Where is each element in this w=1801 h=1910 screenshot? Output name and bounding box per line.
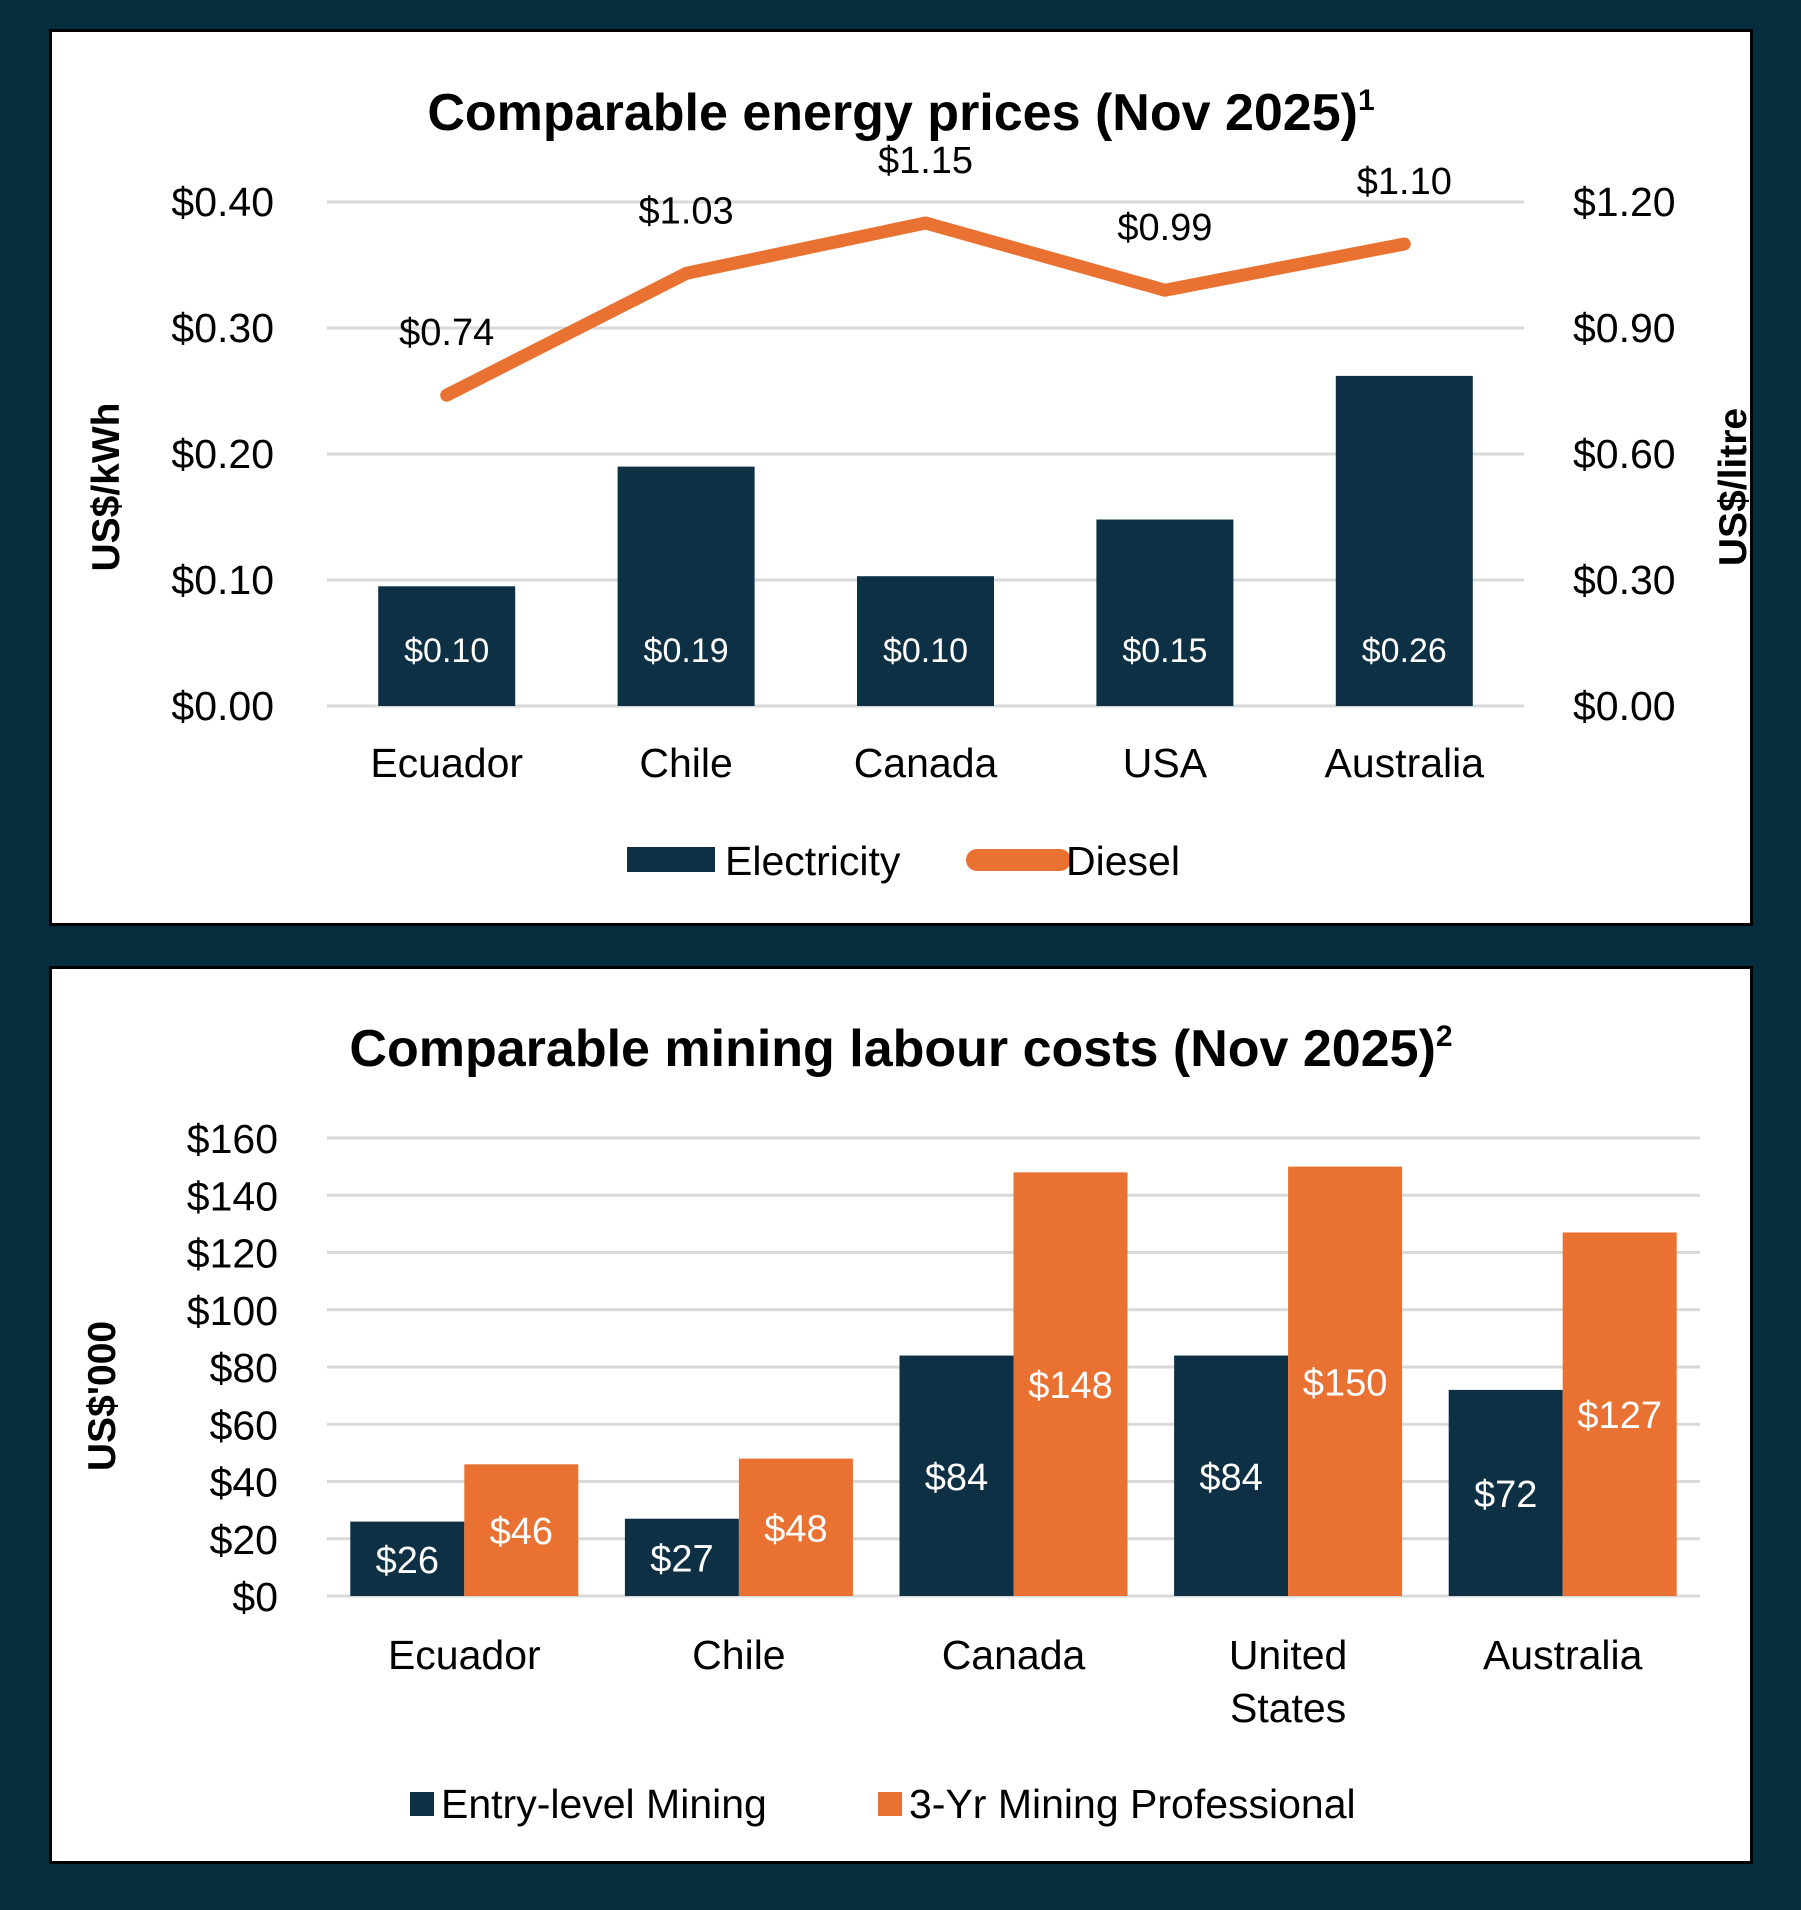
y-tick-label: $0.30 [171, 305, 274, 351]
bar-electricity [378, 586, 516, 706]
legend-label-entry-level: Entry-level Mining [441, 1781, 767, 1827]
bar-data-label: $150 [1303, 1362, 1388, 1404]
x-category-label: Ecuador [370, 740, 523, 786]
x-category-label: Australia [1483, 1632, 1643, 1678]
y-tick-label: $0.20 [171, 431, 274, 477]
bar-entry-level [350, 1521, 465, 1596]
y-tick-label: $80 [210, 1345, 278, 1391]
labour-costs-panel: Comparable mining labour costs (Nov 2025… [49, 966, 1753, 1864]
x-category-label: Australia [1325, 740, 1485, 786]
y2-tick-label: $0.90 [1573, 305, 1676, 351]
bar-entry-level [1448, 1389, 1563, 1596]
y2-tick-label: $0.00 [1573, 683, 1676, 729]
bar-entry-level [624, 1518, 739, 1596]
line-data-label: $0.99 [1117, 207, 1212, 249]
title-footnote: 1 [1358, 84, 1375, 117]
y2-axis-title: US$/litre [1712, 408, 1750, 566]
x-category-label: United States [1229, 1632, 1348, 1731]
x-category-label: Chile [692, 1632, 785, 1678]
chart-title: Comparable mining labour costs (Nov 2025… [349, 1020, 1452, 1078]
bar-entry-level [899, 1355, 1014, 1596]
legend-label-electricity: Electricity [725, 838, 901, 884]
bar-electricity [857, 576, 994, 706]
legend: Electricity Diesel [627, 838, 1180, 884]
y-tick-label: $120 [187, 1231, 278, 1277]
line-diesel [440, 216, 1411, 402]
y-axis-title: US$'000 [81, 1321, 124, 1471]
bar-data-label: $0.10 [404, 632, 489, 670]
bar-electricity [1335, 375, 1473, 706]
bar-data-label: $72 [1474, 1474, 1537, 1516]
x-category-label: Chile [639, 740, 732, 786]
y-tick-label: $160 [187, 1116, 278, 1162]
y-axis-title: US$/kWh [85, 402, 128, 571]
bar-data-label: $0.10 [883, 632, 968, 670]
bar-professional [1013, 1172, 1128, 1596]
bar-data-label: $48 [764, 1508, 827, 1550]
x-category-label: Ecuador [388, 1632, 541, 1678]
energy-prices-chart: Comparable energy prices (Nov 2025)1 $0.… [85, 84, 1750, 884]
legend-swatch-electricity [627, 847, 715, 872]
labour-costs-chart: Comparable mining labour costs (Nov 2025… [81, 1020, 1700, 1827]
legend-swatch-professional [878, 1792, 902, 1816]
bar-electricity [617, 466, 755, 706]
bar-electricity [1096, 519, 1234, 706]
y-tick-label: $40 [210, 1460, 278, 1506]
y-tick-label: $0.10 [171, 557, 274, 603]
line-data-label: $1.03 [639, 190, 734, 232]
y2-tick-label: $1.20 [1573, 179, 1676, 225]
bar-professional [1288, 1166, 1403, 1596]
x-category-label: Canada [854, 740, 998, 786]
title-footnote: 2 [1436, 1020, 1453, 1053]
bar-data-label: $148 [1028, 1365, 1113, 1407]
bar-data-label: $46 [490, 1511, 553, 1553]
bar-data-label: $84 [925, 1457, 988, 1499]
y-tick-label: $100 [187, 1288, 278, 1334]
legend-label-professional: 3-Yr Mining Professional [909, 1781, 1356, 1827]
y2-tick-label: $0.30 [1573, 557, 1676, 603]
line-data-label: $1.10 [1357, 161, 1452, 203]
bar-professional [738, 1458, 853, 1596]
bar-data-label: $84 [1199, 1457, 1262, 1499]
energy-prices-panel: Comparable energy prices (Nov 2025)1 $0.… [49, 29, 1753, 926]
y-tick-label: $0.00 [171, 683, 274, 729]
bar-entry-level [1174, 1355, 1289, 1596]
bar-data-label: $0.19 [644, 632, 729, 670]
y2-tick-label: $0.60 [1573, 431, 1676, 477]
bar-professional [1562, 1232, 1677, 1596]
x-category-label: Canada [942, 1632, 1086, 1678]
y-tick-label: $0.40 [171, 179, 274, 225]
bar-data-label: $0.15 [1122, 632, 1207, 670]
bar-data-label: $27 [650, 1538, 713, 1580]
bar-data-label: $26 [376, 1540, 439, 1582]
chart-title: Comparable energy prices (Nov 2025)1 [427, 84, 1374, 142]
y-tick-label: $140 [187, 1173, 278, 1219]
bar-data-label: $0.26 [1362, 632, 1447, 670]
legend-swatch-entry-level [410, 1792, 434, 1816]
bar-professional [464, 1464, 579, 1596]
line-data-label: $1.15 [878, 140, 973, 182]
line-data-label: $0.74 [399, 312, 494, 354]
legend-label-diesel: Diesel [1066, 838, 1180, 884]
bar-data-label: $127 [1577, 1395, 1662, 1437]
y-tick-label: $60 [210, 1402, 278, 1448]
x-category-label: USA [1123, 740, 1208, 786]
legend: Entry-level Mining 3-Yr Mining Professio… [410, 1781, 1356, 1827]
y-tick-label: $0 [232, 1574, 278, 1620]
y-tick-label: $20 [210, 1517, 278, 1563]
